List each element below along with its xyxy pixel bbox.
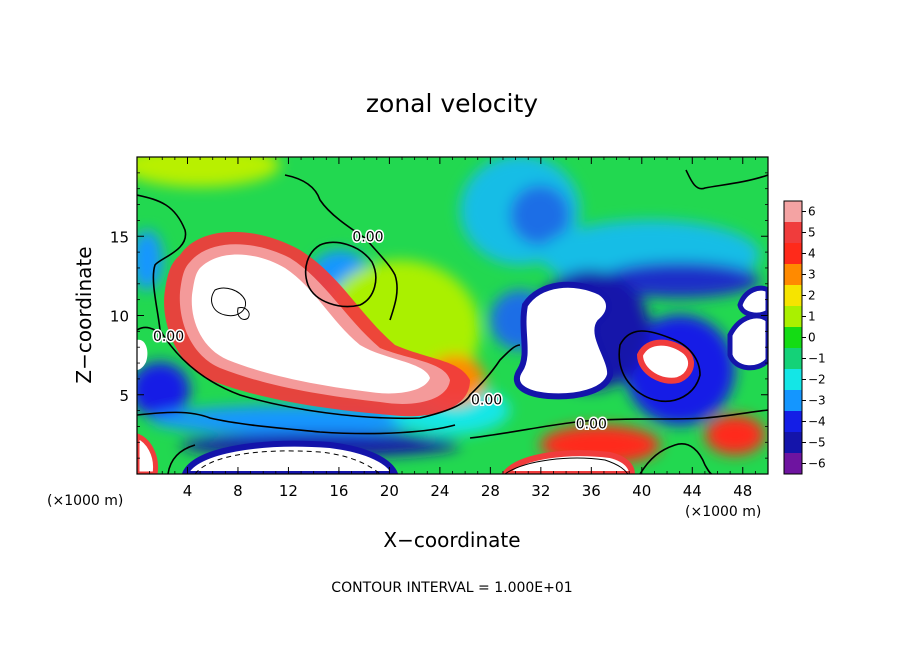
colorbar-swatch: [784, 285, 802, 306]
contour-line: [237, 307, 250, 321]
field-region: [137, 230, 163, 290]
field-white-region: [501, 450, 636, 474]
y-axis-unit: (×1000 m): [47, 493, 123, 509]
colorbar: 6 5 4 3 2 1 0 −1 −2 −3 −4 −5 −6: [783, 200, 826, 475]
x-tick-label: 28: [481, 482, 500, 500]
field-white-region: [513, 281, 614, 400]
field-region: [137, 362, 190, 418]
colorbar-swatch: [784, 264, 802, 285]
y-axis: 5 10 15: [110, 172, 768, 459]
colorbar-swatch: [784, 390, 802, 411]
x-tick-label: 40: [632, 482, 651, 500]
x-axis-label: X−coordinate: [383, 528, 520, 552]
y-axis-label: Z−coordinate: [72, 246, 96, 383]
colorbar-swatch: [784, 222, 802, 243]
y-tick-label: 10: [110, 308, 129, 326]
contour-label: 0.00: [471, 393, 502, 409]
contour-line: [137, 411, 456, 435]
field-region: [510, 185, 570, 245]
colorbar-swatch: [784, 201, 802, 222]
colorbar-label: 3: [808, 268, 816, 282]
contour-label: 0.00: [576, 416, 607, 432]
x-tick-label: 24: [430, 482, 449, 500]
field-white-core: [191, 254, 430, 394]
contour-line: [639, 443, 713, 474]
colorbar-swatch: [784, 432, 802, 453]
contour-line: [137, 194, 521, 420]
colorbar-label: −4: [808, 415, 826, 429]
x-axis: 4 8 12 16 20 24 28 32 36 40 44 48: [149, 157, 756, 500]
colorbar-label: 1: [808, 310, 816, 324]
colorbar-swatch: [784, 369, 802, 390]
contour-label: 0.00: [352, 229, 383, 245]
x-tick-label: 48: [733, 482, 752, 500]
contour-lines: [137, 169, 768, 474]
contour-line: [469, 409, 768, 439]
colorbar-swatch: [784, 243, 802, 264]
heatmap-field: [137, 157, 768, 474]
colorbar-label: 2: [808, 289, 816, 303]
contour-line: [137, 326, 161, 336]
contour-line: [304, 241, 377, 308]
contour-line: [685, 169, 768, 190]
field-white-region: [727, 313, 768, 371]
field-region: [705, 415, 765, 455]
colorbar-label: 0: [808, 331, 816, 345]
colorbar-swatch: [784, 327, 802, 348]
contour-line: [194, 450, 381, 474]
colorbar-swatch: [784, 348, 802, 369]
contour-line: [284, 174, 398, 321]
colorbar-label: −3: [808, 394, 826, 408]
x-axis-unit: (×1000 m): [685, 504, 761, 520]
colorbar-swatch: [784, 411, 802, 432]
field-white-region: [636, 339, 695, 384]
x-tick-label: 32: [531, 482, 550, 500]
colorbar-label: 4: [808, 247, 816, 261]
field-white-region: [137, 433, 159, 474]
x-tick-label: 16: [329, 482, 348, 500]
colorbar-label: 6: [808, 205, 816, 219]
chart-title: zonal velocity: [366, 89, 538, 118]
colorbar-label: −1: [808, 352, 826, 366]
contour-line: [167, 444, 196, 474]
x-tick-label: 44: [683, 482, 702, 500]
colorbar-swatch: [784, 453, 802, 474]
x-tick-label: 36: [582, 482, 601, 500]
field-region: [137, 157, 280, 187]
colorbar-swatch: [784, 306, 802, 327]
field-region: [600, 262, 760, 298]
y-tick-label: 15: [110, 228, 129, 246]
contour-interval-note: CONTOUR INTERVAL = 1.000E+01: [331, 580, 572, 596]
colorbar-label: −6: [808, 457, 826, 471]
colorbar-label: −2: [808, 373, 826, 387]
contour-labels: 0.00 0.00 0.00 0.00: [151, 228, 608, 434]
contour-line: [618, 330, 701, 402]
contour-line: [211, 287, 247, 317]
contour-line: [504, 457, 629, 474]
x-tick-label: 4: [183, 482, 193, 500]
field-white-region: [181, 440, 399, 474]
x-tick-label: 20: [380, 482, 399, 500]
contour-label: 0.00: [153, 329, 184, 345]
x-tick-label: 8: [233, 482, 243, 500]
x-tick-label: 12: [279, 482, 298, 500]
y-tick-label: 5: [119, 387, 129, 405]
colorbar-label: −5: [808, 436, 826, 450]
colorbar-label: 5: [808, 226, 816, 240]
field-white-region: [737, 285, 768, 318]
